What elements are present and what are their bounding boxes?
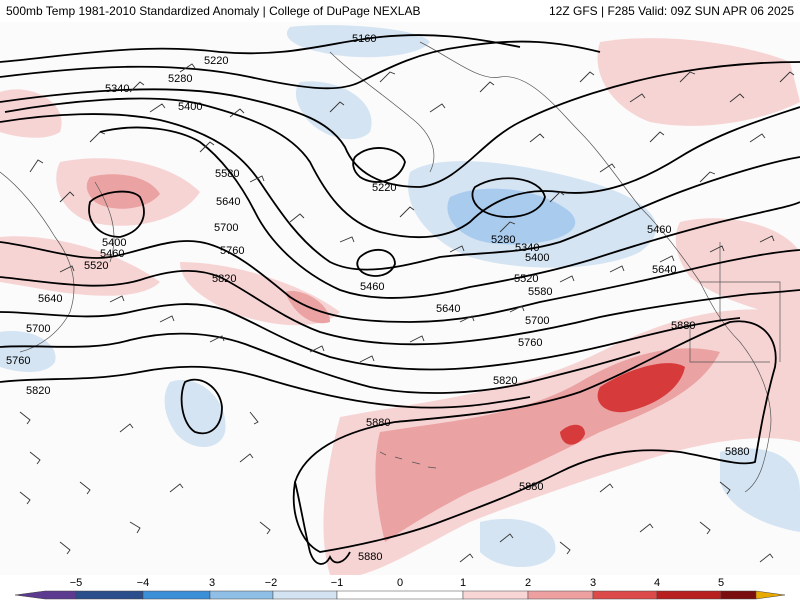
contour-label-5700-c: 5700	[525, 315, 549, 327]
map-title: 500mb Temp 1981-2010 Standardized Anomal…	[6, 4, 421, 18]
contour-label-5220-b: 5220	[372, 182, 396, 194]
cold-anomaly-south	[480, 518, 556, 567]
contour-label-5640-c: 5640	[436, 303, 460, 315]
colorbar-labels: −5 −4 3 −2 −1 0 1 2 3 4 5	[70, 577, 724, 589]
contour-label-5640: 5640	[216, 196, 240, 208]
warm-anomaly-hawaii	[0, 89, 62, 138]
contour-label-5760-c: 5760	[518, 337, 542, 349]
colorbar-tick-p3: 3	[590, 577, 596, 589]
wind-barbs	[19, 63, 795, 563]
map-title-bar: 500mb Temp 1981-2010 Standardized Anomal…	[0, 0, 800, 22]
contour-label-5280: 5280	[168, 73, 192, 85]
cold-anomaly-west	[0, 331, 56, 372]
colorbar-swatch-n5	[14, 590, 77, 600]
contour-label-5640-d: 5640	[652, 264, 676, 276]
contour-label-5880-e: 5880	[358, 551, 382, 563]
colorbar-tick-n5: −5	[70, 577, 83, 589]
contour-label-5880-a: 5880	[671, 320, 695, 332]
contour-label-5460-c: 5460	[647, 224, 671, 236]
colorbar: −5 −4 3 −2 −1 0 1 2 3 4 5	[0, 575, 800, 600]
contour-label-5640-b: 5640	[38, 293, 62, 305]
colorbar-swatch-n1	[272, 590, 338, 600]
colorbar-tick-0: 0	[397, 577, 403, 589]
contour-label-5460: 5460	[100, 248, 124, 260]
contour-labels: 5160 5220 5280 5340 5400 5580 5640 5700 …	[6, 33, 749, 563]
colorbar-tick-p4: 4	[654, 577, 660, 589]
contour-label-5340: 5340	[105, 83, 129, 95]
contour-label-5880-c: 5880	[725, 446, 749, 458]
contour-label-5400: 5400	[178, 101, 202, 113]
contour-label-5880-d: 5880	[519, 481, 543, 493]
map-canvas: 5160 5220 5280 5340 5400 5580 5640 5700 …	[0, 25, 800, 575]
warm-anomaly-core	[597, 363, 685, 413]
contour-label-5820: 5820	[212, 273, 236, 285]
colorbar-tick-p2: 2	[525, 577, 531, 589]
colorbar-swatch-p2	[527, 590, 594, 600]
colorbar-swatch-p5	[720, 590, 757, 600]
model-run-info: 12Z GFS | F285 Valid: 09Z SUN APR 06 202…	[548, 4, 794, 18]
warm-anomaly-core2	[560, 424, 585, 445]
contour-label-5400-b: 5400	[102, 237, 126, 249]
height-contours	[0, 34, 800, 565]
contour-label-5760-b: 5760	[6, 355, 30, 367]
contour-label-5520-b: 5520	[514, 273, 538, 285]
colorbar-tick-n1: −1	[331, 577, 344, 589]
colorbar-swatch-zero	[336, 590, 464, 600]
contour-label-5700: 5700	[214, 222, 238, 234]
colorbar-swatch-n2	[209, 590, 274, 600]
cold-anomaly-bering	[286, 25, 430, 58]
colorbar-swatch-n3	[142, 590, 211, 600]
contour-label-5460-b: 5460	[360, 281, 384, 293]
cold-anomaly-alaska	[295, 81, 372, 140]
contour-label-5160: 5160	[352, 33, 376, 45]
weather-map: 5160 5220 5280 5340 5400 5580 5640 5700 …	[0, 22, 800, 575]
colorbar-tick-n2: −2	[265, 577, 278, 589]
colorbar-tick-p1: 1	[460, 577, 466, 589]
cold-anomaly-southeast	[720, 448, 800, 532]
warm-anomaly-canada	[597, 38, 800, 126]
warm-anomaly-canada-east	[675, 218, 800, 322]
contour-label-5220: 5220	[204, 55, 228, 67]
colorbar-tick-n4: −4	[137, 577, 150, 589]
contour-label-5820-c: 5820	[493, 375, 517, 387]
colorbar-swatch-p3	[592, 590, 658, 600]
colorbar-swatch-n4	[75, 590, 144, 600]
coastlines	[0, 41, 781, 493]
cold-anomaly-pacific	[164, 380, 226, 447]
colorbar-svg: −5 −4 3 −2 −1 0 1 2 3 4 5	[14, 577, 786, 600]
contour-label-5700-b: 5700	[26, 323, 50, 335]
contour-label-5520: 5520	[84, 260, 108, 272]
contour-label-5820-b: 5820	[26, 385, 50, 397]
contour-label-5580-b: 5580	[528, 286, 552, 298]
colorbar-swatch-p4	[656, 590, 722, 600]
colorbar-swatches	[14, 590, 786, 600]
contour-label-5340-b: 5340	[515, 242, 539, 254]
contour-label-5760: 5760	[220, 245, 244, 257]
contour-label-5280-b: 5280	[491, 234, 515, 246]
contour-label-5880-b: 5880	[366, 417, 390, 429]
colorbar-tick-p5: 5	[718, 577, 724, 589]
colorbar-swatch-p1	[462, 590, 529, 600]
colorbar-tick-n3: 3	[209, 577, 215, 589]
colorbar-swatch-p6	[755, 590, 786, 600]
anomaly-shading	[0, 25, 800, 575]
contour-label-5400-c: 5400	[525, 252, 549, 264]
contour-label-5580: 5580	[215, 168, 239, 180]
